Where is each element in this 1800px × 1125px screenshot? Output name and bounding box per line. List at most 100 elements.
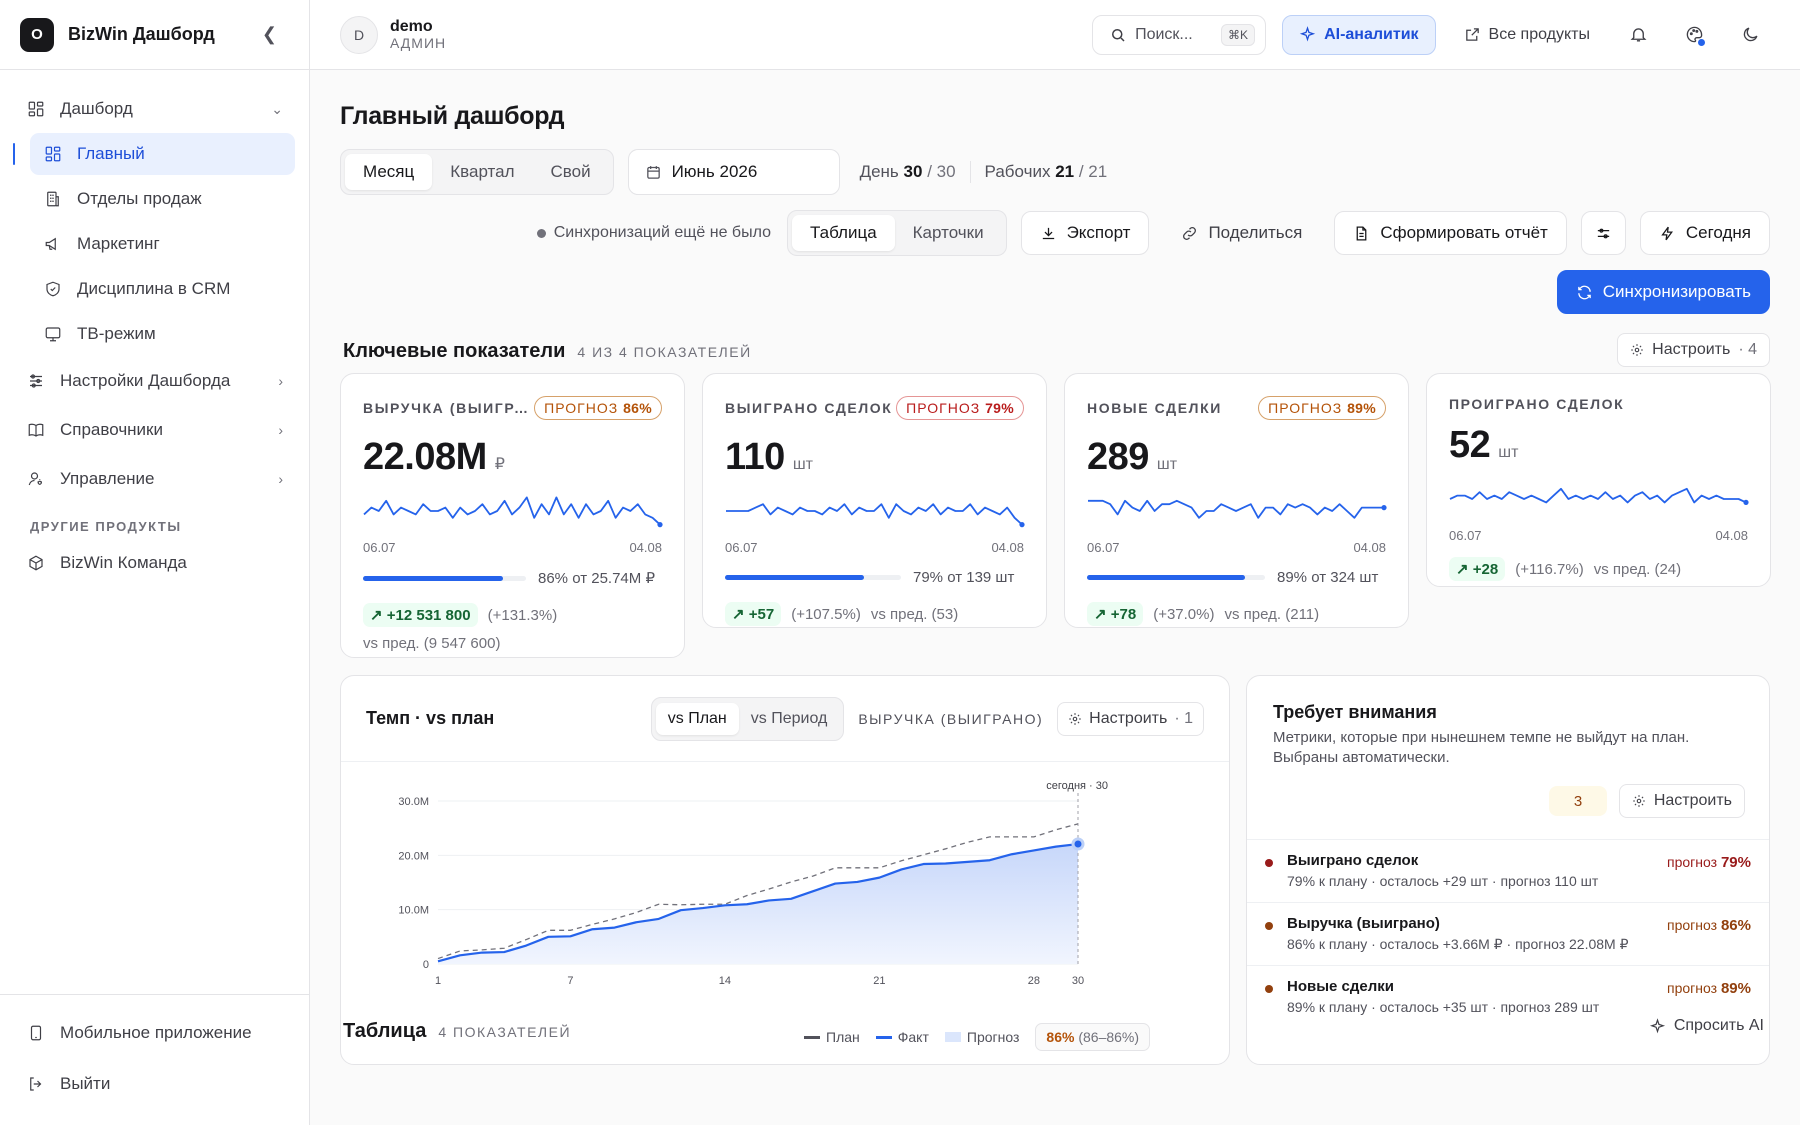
tempo-chart-card: Темп · vs план vs План vs Период ВЫРУЧКА… <box>340 675 1230 1065</box>
sync-button[interactable]: Синхронизировать <box>1556 270 1770 314</box>
search-input[interactable]: Поиск... ⌘K <box>1092 14 1267 55</box>
export-button[interactable]: Экспорт <box>1020 211 1150 255</box>
chevron-down-icon: ⌄ <box>271 100 283 117</box>
sparkline-path <box>1449 487 1747 504</box>
kpi-card-won-deals[interactable]: ВЫИГРАНО СДЕЛОК ПРОГНОЗ 79% 110 шт 06.07 0… <box>702 373 1047 628</box>
kpi-value: 52 <box>1449 424 1491 466</box>
sidebar-item-dashboard-settings[interactable]: Настройки Дашборда › <box>14 358 295 404</box>
legend-label: План <box>826 1029 860 1045</box>
kpi-configure-button[interactable]: Настроить · 4 <box>1617 333 1770 367</box>
configure-label: Настроить <box>1652 341 1731 358</box>
x-tick-label: 14 <box>719 975 731 987</box>
gear-icon <box>1630 343 1644 357</box>
day-label: День <box>859 162 899 181</box>
forecast-value: 89% <box>1720 980 1751 997</box>
all-products-link[interactable]: Все продукты <box>1452 15 1602 55</box>
tab-table[interactable]: Таблица <box>792 215 895 251</box>
date-from: 06.07 <box>1087 540 1120 555</box>
kpi-card-lost-deals[interactable]: ПРОИГРАНО СДЕЛОК 52 шт 06.07 04.08 ↗ +28 (+… <box>1426 373 1771 587</box>
attention-item[interactable]: Выручка (выиграно) 86% к плану · осталос… <box>1247 902 1769 965</box>
dark-mode-toggle[interactable] <box>1730 15 1770 55</box>
shield-icon <box>43 279 63 299</box>
kpi-card-new-deals[interactable]: НОВЫЕ СДЕЛКИ ПРОГНОЗ 89% 289 шт 06.07 04.0… <box>1064 373 1409 628</box>
sidebar-item-sales-departments[interactable]: Отделы продаж <box>30 178 295 220</box>
tempo-configure-button[interactable]: Настроить · 1 <box>1057 701 1204 736</box>
forecast-pill: 86% (86–86%) <box>1035 1023 1151 1051</box>
sidebar-item-main[interactable]: Главный <box>13 133 295 175</box>
attention-configure-button[interactable]: Настроить <box>1618 784 1745 818</box>
sparkline-path <box>363 496 661 526</box>
configure-label: Настроить <box>1089 709 1168 727</box>
tab-quarter[interactable]: Квартал <box>450 162 515 181</box>
workday-label: Рабочих <box>984 162 1051 181</box>
previous-value: vs пред. (211) <box>1224 605 1320 623</box>
sidebar: O BizWin Дашборд ❮ Дашборд ⌄ Главный Отд… <box>0 0 310 1125</box>
today-button[interactable]: Сегодня <box>1639 211 1770 255</box>
sidebar-item-tv-mode[interactable]: ТВ-режим <box>30 313 295 355</box>
workday-total: / 21 <box>1078 162 1108 181</box>
today-label: Сегодня <box>1685 223 1751 242</box>
user-cog-icon <box>26 469 46 489</box>
gear-icon <box>1632 794 1646 808</box>
share-button[interactable]: Поделиться <box>1163 211 1320 255</box>
delta-percent: (+116.7%) <box>1515 560 1584 578</box>
sparkline-end-point <box>1019 522 1025 528</box>
date-to: 04.08 <box>991 540 1024 555</box>
sidebar-item-references[interactable]: Справочники › <box>14 407 295 453</box>
kpi-unit: шт <box>1498 444 1519 461</box>
progress-fill <box>725 575 865 580</box>
x-tick-label: 30 <box>1072 975 1084 987</box>
date-to: 04.08 <box>629 540 662 555</box>
ask-ai-button[interactable]: Спросить AI <box>1649 1017 1764 1035</box>
kpi-value: 289 <box>1087 436 1149 478</box>
notifications-button[interactable] <box>1618 15 1658 55</box>
sidebar-item-marketing[interactable]: Маркетинг <box>30 223 295 265</box>
generate-report-button[interactable]: Сформировать отчёт <box>1334 211 1567 255</box>
sidebar-item-bizwin-team[interactable]: BizWin Команда <box>14 542 295 584</box>
sidebar-item-logout[interactable]: Выйти <box>14 1060 295 1108</box>
calendar-icon <box>645 164 662 181</box>
sidebar-item-mobile-app[interactable]: Мобильное приложение <box>14 1009 295 1057</box>
sidebar-item-label: ТВ-режим <box>77 324 156 343</box>
status-dot <box>1265 859 1273 867</box>
kpi-label: ВЫИГРАНО СДЕЛОК <box>725 400 893 416</box>
tab-custom[interactable]: Свой <box>550 162 591 181</box>
forecast-word: прогноз <box>1667 917 1718 933</box>
tab-month[interactable]: Месяц <box>345 154 433 190</box>
kpi-value: 110 <box>725 436 785 478</box>
topbar-actions: Поиск... ⌘K AI-аналитик Все продукты <box>1092 14 1770 55</box>
ai-analyst-label: AI-аналитик <box>1324 25 1419 43</box>
kpi-card-revenue[interactable]: ВЫРУЧКА (ВЫИГРАНО) ПРОГНОЗ 86% 22.08M ₽ 0… <box>340 373 685 658</box>
status-dot <box>1698 38 1705 46</box>
tab-vs-period[interactable]: vs Период <box>750 709 828 727</box>
y-tick-label: 0 <box>423 959 429 971</box>
kpi-label: НОВЫЕ СДЕЛКИ <box>1087 400 1222 416</box>
app-logo[interactable]: O <box>20 17 54 52</box>
kpi-label: ПРОИГРАНО СДЕЛОК <box>1449 396 1625 412</box>
attention-item[interactable]: Новые сделки 89% к плану · осталось +35 … <box>1247 965 1769 1028</box>
kpi-section-title: Ключевые показатели <box>343 340 566 362</box>
theme-palette-button[interactable] <box>1674 15 1714 55</box>
forecast-word: прогноз <box>1667 980 1718 996</box>
chevron-right-icon: › <box>278 373 283 389</box>
export-label: Экспорт <box>1066 223 1131 242</box>
external-link-icon <box>1464 26 1481 43</box>
sync-status-text: Синхронизаций ещё не было <box>553 224 771 241</box>
sync-label: Синхронизировать <box>1602 282 1751 301</box>
collapse-sidebar-icon[interactable]: ❮ <box>261 24 277 44</box>
day-counter: День 30 / 30 <box>860 162 956 182</box>
ai-analyst-button[interactable]: AI-аналитик <box>1282 14 1436 55</box>
attention-item[interactable]: Выиграно сделок 79% к плану · осталось +… <box>1247 839 1769 902</box>
sidebar-item-crm-discipline[interactable]: Дисциплина в CRM <box>30 268 295 310</box>
filters-button[interactable] <box>1580 211 1626 255</box>
tab-cards[interactable]: Карточки <box>912 223 984 242</box>
avatar[interactable]: D <box>340 15 378 54</box>
sliders-icon <box>26 371 46 391</box>
kpi-unit: ₽ <box>494 456 505 473</box>
date-picker[interactable]: Июнь 2026 <box>627 149 840 195</box>
sparkline-end-point <box>1743 499 1749 505</box>
sidebar-item-dashboard[interactable]: Дашборд ⌄ <box>14 88 295 130</box>
phone-icon <box>26 1023 46 1043</box>
tab-vs-plan[interactable]: vs План <box>655 702 739 735</box>
sidebar-item-management[interactable]: Управление › <box>14 456 295 502</box>
